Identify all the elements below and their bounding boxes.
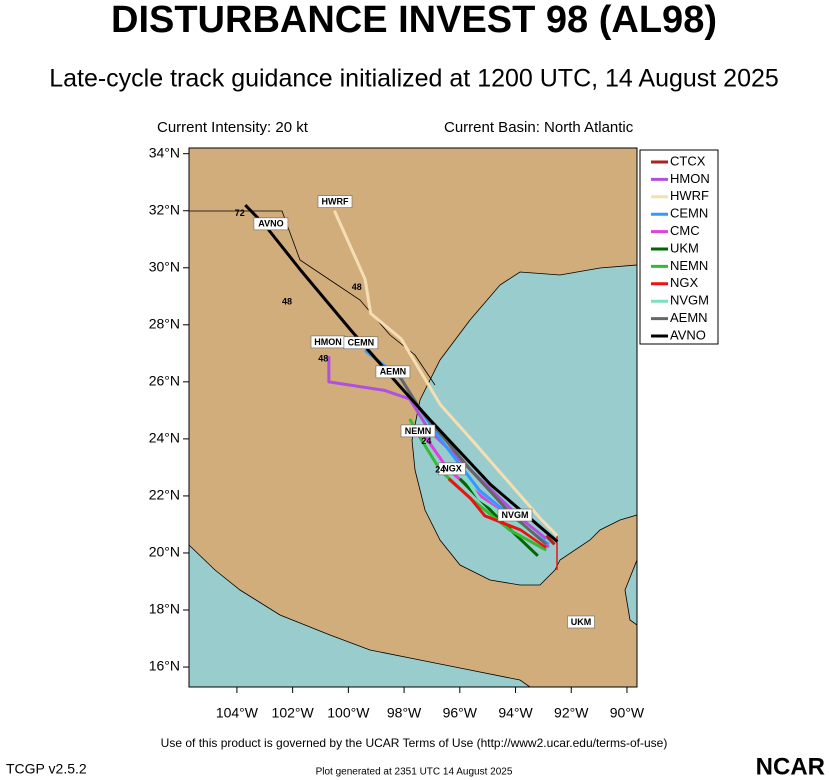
track-label-box: [253, 217, 289, 231]
map-border: [188, 147, 638, 688]
legend-entries: CTCX HMON HWRF CEMN CMC UKM NEMN NGX NVGM AEMN AVN…: [651, 153, 710, 342]
map-frame: [188, 148, 638, 688]
version: TCGP v2.5.2: [6, 761, 87, 777]
track-label-box: [497, 508, 533, 522]
hour-label: 48: [318, 353, 328, 363]
x-tick-label: 104°W: [216, 705, 259, 721]
track-label: NVGM: [501, 510, 528, 520]
legend-label: NVGM: [670, 293, 709, 308]
track-label: CEMN: [348, 338, 375, 348]
track-label: HWRF: [321, 196, 348, 206]
x-tick-label: 102°W: [272, 705, 315, 721]
legend-label: UKM: [670, 240, 699, 255]
y-tick-label: 16°N: [149, 658, 180, 674]
y-tick-label: 28°N: [149, 316, 180, 332]
track-label: HMON: [314, 337, 342, 347]
hour-label: 48: [352, 282, 362, 292]
track: [458, 469, 548, 546]
legend-label: AEMN: [670, 310, 708, 325]
y-tick-label: 20°N: [149, 544, 180, 560]
intensity: Current Intensity: 20 kt: [157, 119, 309, 136]
generated: Plot generated at 2351 UTC 14 August 202…: [316, 767, 513, 778]
legend-label: CEMN: [670, 206, 708, 221]
legend-label: AVNO: [670, 327, 706, 342]
terms: Use of this product is governed by the U…: [161, 736, 668, 750]
track: [447, 477, 548, 549]
legend-label: NEMN: [670, 258, 708, 273]
tracks: HMON HWRF CEMN UKM NEMN NGX NVGM AEMN AVNO 72 48 48…: [235, 195, 595, 629]
track-label-box: [567, 615, 595, 629]
y-tick-label: 18°N: [149, 601, 180, 617]
track-label: AEMN: [380, 367, 407, 377]
hour-label: 72: [235, 208, 245, 218]
track-label: NGX: [442, 464, 462, 474]
y-tick-label: 30°N: [149, 258, 180, 274]
legend-label: HMON: [670, 171, 710, 186]
x-tick-label: 94°W: [498, 705, 533, 721]
legend-label: HWRF: [670, 188, 709, 203]
track-label: AVNO: [258, 219, 283, 229]
y-tick-label: 22°N: [149, 487, 180, 503]
legend-label: CMC: [670, 223, 700, 238]
hour-label: 24: [435, 465, 445, 475]
hour-label: 24: [421, 436, 431, 446]
track-label: UKM: [571, 617, 592, 627]
title: DISTURBANCE INVEST 98 (AL98): [111, 0, 717, 41]
track-label-box: [438, 462, 466, 476]
x-tick-label: 92°W: [554, 705, 589, 721]
x-tick-label: 96°W: [443, 705, 478, 721]
track: [545, 534, 556, 546]
track-label: NEMN: [405, 426, 432, 436]
basin: Current Basin: North Atlantic: [444, 119, 634, 136]
track-label-box: [343, 336, 379, 350]
legend-label: CTCX: [670, 153, 706, 168]
y-tick-label: 34°N: [149, 144, 180, 160]
track: [333, 210, 559, 537]
x-tick-label: 98°W: [387, 705, 422, 721]
y-tick-label: 24°N: [149, 430, 180, 446]
y-tick-label: 32°N: [149, 201, 180, 217]
subtitle: Late-cycle track guidance initialized at…: [49, 65, 779, 93]
track-label-box: [400, 424, 436, 438]
gulf: [411, 264, 638, 586]
y-tick-label: 26°N: [149, 373, 180, 389]
logo: NCAR: [756, 753, 825, 780]
legend-label: NGX: [670, 275, 699, 290]
x-tick-label: 100°W: [327, 705, 370, 721]
x-tick-label: 90°W: [610, 705, 645, 721]
legend: [639, 149, 719, 345]
track-label-box: [317, 195, 353, 208]
hour-label: 48: [282, 296, 292, 306]
track-label-box: [375, 365, 411, 379]
